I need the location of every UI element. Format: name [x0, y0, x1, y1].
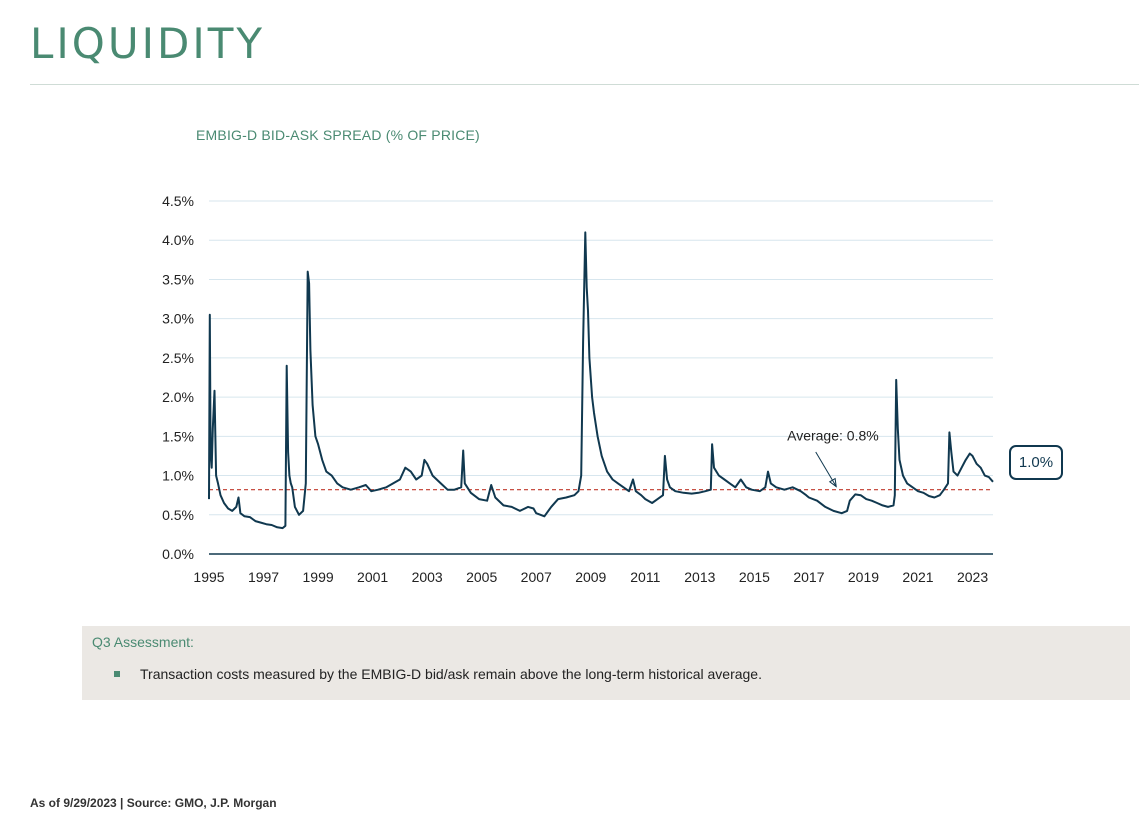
y-tick-label: 4.5% [162, 193, 194, 209]
x-tick-label: 2009 [575, 569, 606, 585]
y-tick-label: 0.5% [162, 507, 194, 523]
bullet-marker-icon [114, 671, 120, 677]
x-tick-label: 2011 [630, 569, 660, 585]
series-group [208, 231, 994, 530]
axes: 0.0% 0.5% 1.0% 1.5% 2.0% 2.5% 3.0% 3.5% 4.0% 4.5%… [162, 193, 993, 585]
latest-value-callout: 1.0% [1009, 445, 1063, 480]
assessment-bullet: Transaction costs measured by the EMBIG-… [114, 666, 762, 682]
x-tick-label: 2003 [412, 569, 443, 585]
assessment-bullet-text: Transaction costs measured by the EMBIG-… [140, 666, 762, 682]
x-tick-label: 2007 [521, 569, 552, 585]
x-tick-label: 2017 [793, 569, 824, 585]
y-tick-label: 1.0% [162, 468, 194, 484]
assessment-panel: Q3 Assessment: Transaction costs measure… [82, 626, 1130, 700]
annotations: Average: 0.8% [787, 427, 879, 488]
page-title: LIQUIDITY [30, 19, 266, 68]
average-annotation-arrow [815, 451, 837, 487]
x-tick-label: 1995 [193, 569, 224, 585]
assessment-title: Q3 Assessment: [92, 634, 194, 650]
title-divider [30, 84, 1139, 85]
gridlines [209, 200, 993, 516]
source-footnote: As of 9/29/2023 | Source: GMO, J.P. Morg… [30, 796, 277, 810]
y-tick-label: 3.5% [162, 271, 194, 287]
y-tick-label: 2.5% [162, 350, 194, 366]
y-tick-label: 4.0% [162, 232, 194, 248]
x-tick-label: 2013 [684, 569, 715, 585]
chart-title: EMBIG-D BID-ASK SPREAD (% OF PRICE) [196, 127, 480, 143]
y-tick-label: 3.0% [162, 311, 194, 327]
line-chart: 0.0% 0.5% 1.0% 1.5% 2.0% 2.5% 3.0% 3.5% 4.0% 4.5%… [162, 193, 994, 585]
x-tick-label: 2023 [957, 569, 988, 585]
x-tick-label: 2021 [902, 569, 933, 585]
series-line [208, 231, 994, 530]
y-tick-label: 2.0% [162, 389, 194, 405]
y-tick-label: 1.5% [162, 428, 194, 444]
arrowhead-icon [828, 477, 837, 488]
average-annotation-label: Average: 0.8% [787, 427, 879, 443]
x-tick-label: 2005 [466, 569, 497, 585]
y-tick-label: 0.0% [162, 546, 194, 562]
x-tick-label: 1997 [248, 569, 279, 585]
x-tick-label: 2015 [739, 569, 770, 585]
x-tick-label: 2001 [357, 569, 388, 585]
x-tick-label: 1999 [303, 569, 334, 585]
x-tick-label: 2019 [848, 569, 879, 585]
